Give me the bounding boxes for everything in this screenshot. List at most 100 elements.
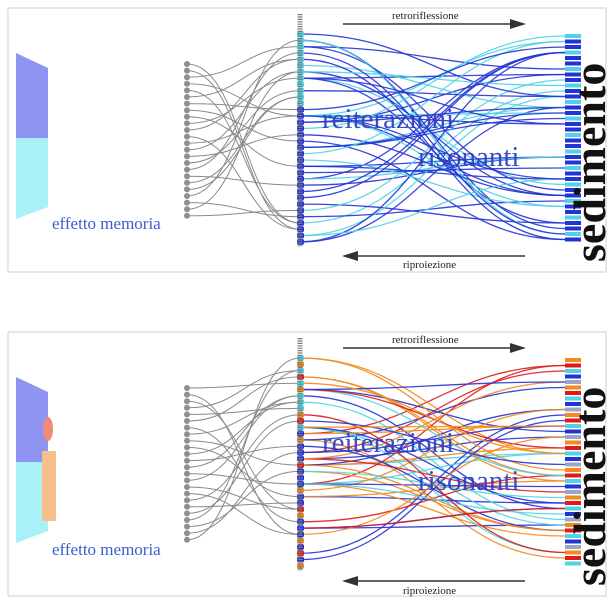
color-strand	[299, 458, 566, 493]
word-risonanti: risonanti	[418, 141, 520, 173]
left-node	[184, 107, 190, 114]
vertical-word-sedimento: sedimento	[564, 387, 612, 586]
color-strand	[299, 408, 566, 466]
color-strand	[299, 414, 566, 554]
right-block	[565, 495, 581, 500]
left-node	[184, 517, 190, 523]
right-block	[565, 545, 581, 549]
color-strand	[299, 426, 566, 504]
color-strand	[299, 33, 566, 98]
color-strand	[299, 425, 566, 454]
screen-upper	[16, 53, 48, 138]
color-strand	[299, 95, 566, 237]
left-node	[184, 80, 190, 87]
vertical-word-sedimento: sedimento	[564, 63, 612, 262]
right-block	[565, 413, 581, 417]
grey-strands	[186, 39, 301, 230]
right-block	[565, 67, 581, 71]
right-block	[565, 105, 581, 110]
left-node	[184, 212, 190, 219]
left-node	[184, 503, 190, 510]
left-node	[184, 510, 190, 517]
left-node	[184, 424, 190, 431]
grey-strand	[186, 103, 301, 111]
left-node	[184, 398, 190, 405]
grey-strand	[186, 445, 301, 462]
color-strand	[299, 45, 566, 191]
right-block	[565, 435, 581, 439]
left-node	[184, 133, 190, 140]
right-block	[565, 122, 581, 126]
color-strand	[299, 447, 566, 466]
color-strand	[299, 370, 566, 454]
grey-strand	[186, 401, 301, 455]
right-block	[565, 424, 581, 428]
right-block	[565, 539, 581, 544]
right-block	[565, 561, 581, 566]
right-block	[565, 440, 581, 445]
color-strand	[299, 495, 566, 504]
grey-strand	[186, 52, 301, 171]
left-node	[184, 457, 190, 464]
right-block	[565, 133, 581, 137]
middle-node	[297, 449, 304, 456]
arrow-riproiezione: riproiezione	[342, 251, 525, 271]
right-block-column	[565, 34, 581, 242]
color-strand	[299, 45, 566, 70]
left-node	[184, 497, 190, 504]
grey-strand	[186, 71, 301, 210]
left-node-column	[184, 61, 190, 219]
right-block	[565, 517, 581, 522]
left-node	[184, 140, 190, 147]
right-block	[565, 83, 581, 88]
right-block	[565, 232, 581, 236]
memory-label: effetto memoria	[52, 540, 161, 559]
left-node	[184, 127, 190, 133]
arrow-top-label: retroriflessione	[392, 334, 459, 346]
left-node	[184, 193, 190, 199]
middle-node	[297, 499, 304, 506]
right-block	[565, 78, 581, 82]
grey-strand	[186, 394, 301, 535]
right-block	[565, 396, 581, 401]
middle-node	[297, 125, 304, 132]
grey-strand	[186, 470, 301, 528]
right-block	[565, 380, 581, 384]
color-strand	[299, 464, 566, 532]
left-node	[184, 418, 190, 424]
grey-strand	[186, 83, 301, 117]
right-block	[565, 374, 581, 379]
screen-lower	[16, 138, 48, 219]
right-block	[565, 45, 581, 49]
grey-strand	[186, 202, 301, 218]
color-strand	[299, 395, 566, 510]
arrow-bottom-label: riproiezione	[403, 585, 456, 597]
color-strand	[299, 470, 566, 499]
color-strand	[299, 159, 566, 208]
left-node	[184, 120, 190, 127]
right-block	[565, 226, 581, 231]
grey-strand	[186, 136, 301, 230]
grey-strand	[186, 376, 301, 422]
color-strand	[299, 51, 566, 193]
right-block	[565, 391, 581, 395]
right-block	[565, 534, 581, 538]
grey-strand	[186, 96, 301, 190]
right-block	[565, 61, 581, 66]
grey-strand	[186, 473, 301, 485]
right-block	[565, 556, 581, 560]
grey-strand	[186, 414, 301, 501]
color-strand	[299, 200, 566, 218]
right-block	[565, 429, 581, 434]
middle-node	[297, 531, 304, 538]
grey-strand	[186, 39, 301, 197]
color-strand	[299, 77, 566, 186]
color-strand	[299, 436, 566, 536]
left-node	[184, 166, 190, 173]
left-node	[184, 87, 190, 94]
left-node	[184, 444, 190, 451]
grey-strand	[186, 427, 301, 523]
grey-strand	[186, 407, 301, 415]
right-block	[565, 506, 581, 511]
color-strand	[299, 382, 566, 455]
